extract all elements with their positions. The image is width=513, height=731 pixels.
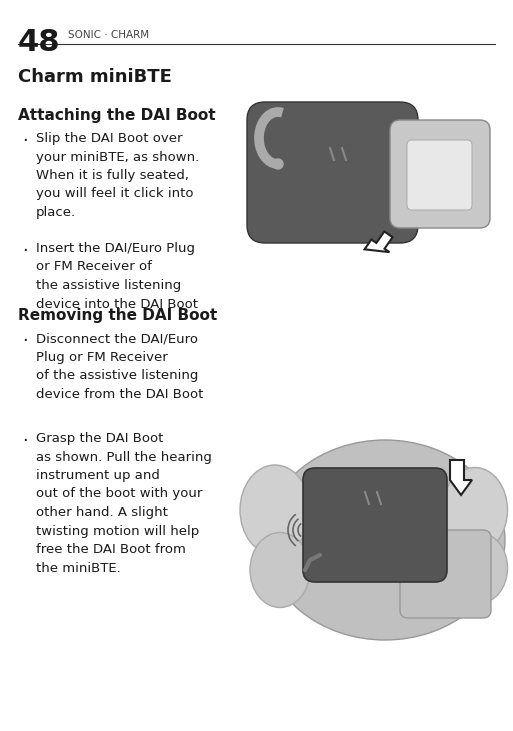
Text: ·: · [22, 332, 28, 350]
Ellipse shape [452, 533, 507, 603]
Text: ·: · [22, 432, 28, 450]
Text: Charm miniBTE: Charm miniBTE [18, 68, 172, 86]
FancyBboxPatch shape [400, 530, 491, 618]
Text: Attaching the DAI Boot: Attaching the DAI Boot [18, 108, 215, 123]
FancyBboxPatch shape [390, 120, 490, 228]
Text: Removing the DAI Boot: Removing the DAI Boot [18, 308, 217, 323]
FancyBboxPatch shape [303, 468, 447, 582]
Text: SONIC · CHARM: SONIC · CHARM [68, 30, 149, 40]
Text: Grasp the DAI Boot
as shown. Pull the hearing
instrument up and
out of the boot : Grasp the DAI Boot as shown. Pull the he… [36, 432, 212, 575]
Polygon shape [450, 460, 472, 495]
Text: Slip the DAI Boot over
your miniBTE, as shown.
When it is fully seated,
you will: Slip the DAI Boot over your miniBTE, as … [36, 132, 199, 219]
Text: Disconnect the DAI/Euro
Plug or FM Receiver
of the assistive listening
device fr: Disconnect the DAI/Euro Plug or FM Recei… [36, 332, 203, 401]
Ellipse shape [240, 465, 310, 555]
FancyBboxPatch shape [407, 140, 472, 210]
Text: 48: 48 [18, 28, 61, 57]
Text: ·: · [22, 242, 28, 260]
Text: ·: · [22, 132, 28, 150]
Text: Insert the DAI/Euro Plug
or FM Receiver of
the assistive listening
device into t: Insert the DAI/Euro Plug or FM Receiver … [36, 242, 198, 311]
Ellipse shape [443, 468, 507, 553]
Ellipse shape [265, 440, 505, 640]
FancyBboxPatch shape [247, 102, 418, 243]
Circle shape [273, 159, 283, 169]
Polygon shape [365, 232, 392, 252]
Ellipse shape [250, 532, 310, 607]
